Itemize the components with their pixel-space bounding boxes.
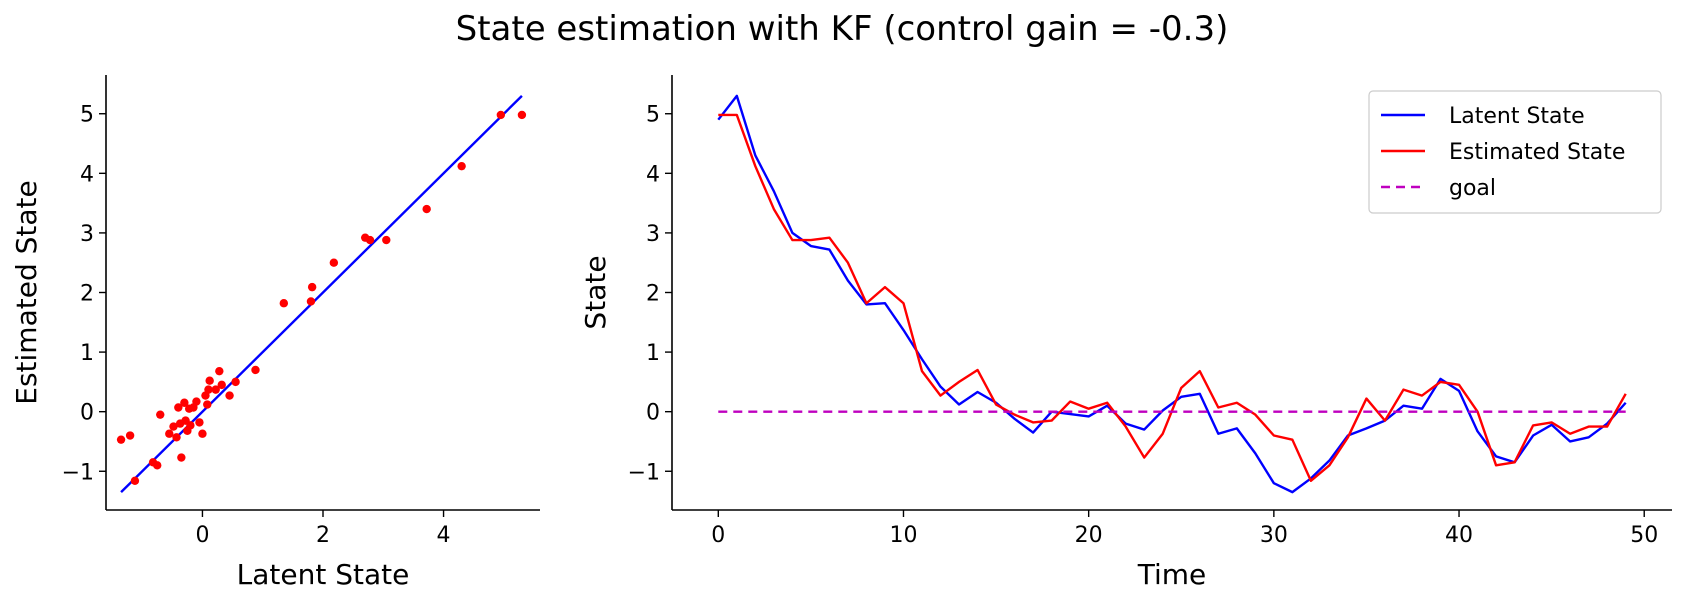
scatter-point xyxy=(306,297,316,306)
scatter-point xyxy=(172,433,181,442)
scatter-point xyxy=(422,204,431,214)
figure-title: State estimation with KF (control gain =… xyxy=(456,9,1229,49)
scatter-point xyxy=(365,235,375,245)
scatter-point xyxy=(169,422,178,431)
x-axis-label: Latent State xyxy=(237,558,410,591)
y-tick-label: 2 xyxy=(646,282,660,307)
scatter-point xyxy=(186,421,195,430)
scatter-point xyxy=(177,453,186,462)
scatter-point xyxy=(457,161,466,171)
legend-label: Estimated State xyxy=(1449,140,1625,165)
y-axis-label: Estimated State xyxy=(10,180,43,404)
y-tick-label: 4 xyxy=(80,162,94,187)
legend-box xyxy=(1368,90,1662,214)
y-tick-label: 5 xyxy=(80,103,94,128)
x-axis-label: Time xyxy=(1137,558,1207,591)
legend-label: Latent State xyxy=(1449,104,1585,129)
scatter-point xyxy=(231,377,240,387)
y-tick-label: 3 xyxy=(646,222,660,247)
scatter-point xyxy=(198,429,207,438)
scatter-point xyxy=(307,282,317,292)
y-tick-label: 5 xyxy=(646,103,660,128)
timeseries-panel: 0 10 20 30 40 50 −1 0 1 2 3 4 5 Time State Latent State… xyxy=(579,75,1672,591)
scatter-point xyxy=(153,461,162,470)
x-tick-label: 10 xyxy=(889,523,917,548)
x-tick-label: 50 xyxy=(1630,523,1658,548)
y-tick-label: 0 xyxy=(80,401,94,426)
y-tick-label: 0 xyxy=(646,401,660,426)
scatter-point xyxy=(211,385,220,394)
legend-label: goal xyxy=(1449,176,1496,201)
y-tick-label: 1 xyxy=(646,341,660,366)
y-tick-label: 3 xyxy=(80,222,94,247)
y-axis-label: State xyxy=(579,255,612,329)
series-line-latent-state xyxy=(717,94,1627,494)
y-tick-label: 2 xyxy=(80,282,94,307)
identity-line xyxy=(120,95,523,493)
x-tick-label: 0 xyxy=(195,523,209,548)
scatter-point xyxy=(174,403,183,412)
y-tick-label: −1 xyxy=(62,460,94,485)
x-tick-label: 2 xyxy=(316,523,330,548)
y-tick-label: 1 xyxy=(80,341,94,366)
scatter-point xyxy=(180,398,189,407)
x-tick-label: 40 xyxy=(1445,523,1473,548)
scatter-point xyxy=(116,435,126,444)
scatter-point xyxy=(215,366,224,376)
scatter-point xyxy=(382,235,391,245)
scatter-point xyxy=(125,431,135,440)
scatter-point xyxy=(203,400,212,409)
scatter-point xyxy=(130,476,140,486)
y-tick-label: 4 xyxy=(646,162,660,187)
scatter-point xyxy=(496,110,506,120)
scatter-point xyxy=(205,376,214,385)
y-tick-label: −1 xyxy=(628,460,660,485)
scatter-point xyxy=(192,397,201,406)
x-tick-label: 0 xyxy=(711,523,725,548)
scatter-point xyxy=(251,365,260,375)
x-tick-label: 4 xyxy=(437,523,451,548)
scatter-point xyxy=(279,299,289,308)
x-tick-label: 30 xyxy=(1260,523,1288,548)
scatter-point xyxy=(329,258,339,267)
scatter-point xyxy=(165,429,174,438)
x-tick-label: 20 xyxy=(1075,523,1103,548)
scatter-point xyxy=(217,380,226,390)
scatter-point xyxy=(204,385,213,394)
scatter-point xyxy=(225,391,234,400)
scatter-panel: 0 2 4 −1 0 1 2 3 4 5 Latent State Estimated State xyxy=(10,75,540,591)
scatter-point xyxy=(517,110,527,120)
scatter-point xyxy=(195,418,204,427)
scatter-point xyxy=(156,410,165,419)
